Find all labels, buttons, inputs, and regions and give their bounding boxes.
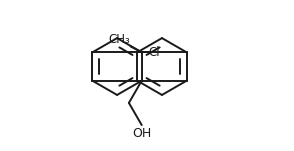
Text: CH₃: CH₃: [108, 33, 130, 46]
Text: Cl: Cl: [148, 46, 160, 59]
Text: OH: OH: [132, 127, 151, 140]
